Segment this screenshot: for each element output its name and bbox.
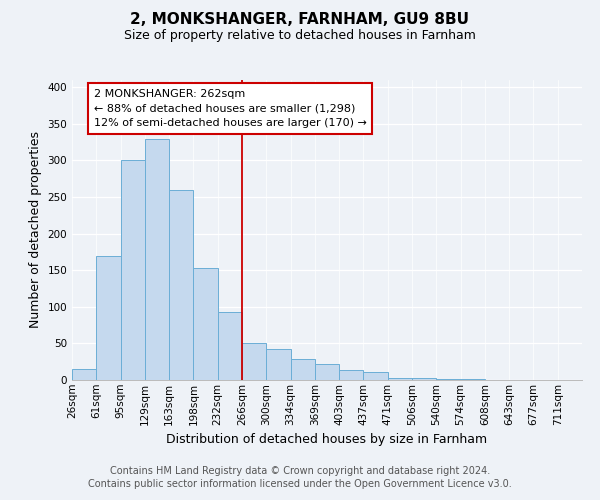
Bar <box>436 378 461 380</box>
Text: 2, MONKSHANGER, FARNHAM, GU9 8BU: 2, MONKSHANGER, FARNHAM, GU9 8BU <box>131 12 470 28</box>
Bar <box>290 359 315 380</box>
Bar <box>72 369 96 380</box>
Text: Contains public sector information licensed under the Open Government Licence v3: Contains public sector information licen… <box>88 479 512 489</box>
Bar <box>96 256 121 380</box>
Bar <box>388 378 412 380</box>
Bar <box>412 378 436 380</box>
Bar <box>364 372 388 380</box>
X-axis label: Distribution of detached houses by size in Farnham: Distribution of detached houses by size … <box>166 433 488 446</box>
Bar <box>145 138 169 380</box>
Bar <box>121 160 145 380</box>
Text: 2 MONKSHANGER: 262sqm
← 88% of detached houses are smaller (1,298)
12% of semi-d: 2 MONKSHANGER: 262sqm ← 88% of detached … <box>94 89 367 128</box>
Y-axis label: Number of detached properties: Number of detached properties <box>29 132 42 328</box>
Bar <box>339 370 364 380</box>
Bar <box>193 268 218 380</box>
Text: Contains HM Land Registry data © Crown copyright and database right 2024.: Contains HM Land Registry data © Crown c… <box>110 466 490 476</box>
Bar <box>461 378 485 380</box>
Bar <box>169 190 193 380</box>
Bar <box>242 344 266 380</box>
Text: Size of property relative to detached houses in Farnham: Size of property relative to detached ho… <box>124 29 476 42</box>
Bar <box>218 312 242 380</box>
Bar <box>315 364 339 380</box>
Bar <box>266 348 290 380</box>
